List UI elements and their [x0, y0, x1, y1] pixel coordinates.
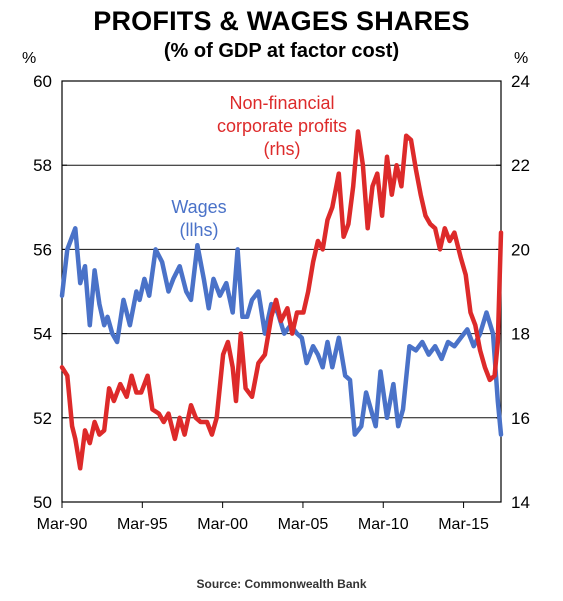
wages-annotation-line: Wages: [171, 197, 226, 217]
right-axis-unit: %: [514, 50, 529, 67]
chart-title: PROFITS & WAGES SHARES: [93, 6, 470, 36]
y-left-tick-label: 58: [33, 156, 52, 175]
y-right-tick-label: 14: [511, 493, 530, 512]
x-tick-label: Mar-05: [278, 516, 329, 533]
y-right-tick-label: 20: [511, 240, 530, 259]
y-right-tick-label: 16: [511, 409, 530, 428]
wages-annotation-line: (llhs): [180, 220, 219, 240]
y-right-tick-label: 18: [511, 325, 530, 344]
profits-annotation-line: (rhs): [264, 139, 301, 159]
x-tick-label: Mar-95: [117, 516, 168, 533]
y-left-tick-label: 50: [33, 493, 52, 512]
profits-annotation-line: Non-financial: [229, 93, 334, 113]
x-tick-label: Mar-00: [197, 516, 248, 533]
x-tick-label: Mar-15: [438, 516, 489, 533]
y-left-tick-label: 52: [33, 409, 52, 428]
left-axis-unit: %: [22, 50, 37, 67]
x-tick-label: Mar-90: [37, 516, 88, 533]
x-tick-label: Mar-10: [358, 516, 409, 533]
profits-series-line: [59, 129, 504, 471]
y-right-tick-label: 22: [511, 156, 530, 175]
y-left-tick-label: 56: [33, 240, 52, 259]
profits-annotation-line: corporate profits: [217, 116, 347, 136]
y-right-tick-label: 24: [511, 72, 530, 91]
chart-subtitle: (% of GDP at factor cost): [163, 40, 400, 62]
y-left-tick-label: 54: [33, 325, 52, 344]
chart-source: Source: Commonwealth Bank: [196, 577, 367, 591]
y-left-tick-label: 60: [33, 72, 52, 91]
